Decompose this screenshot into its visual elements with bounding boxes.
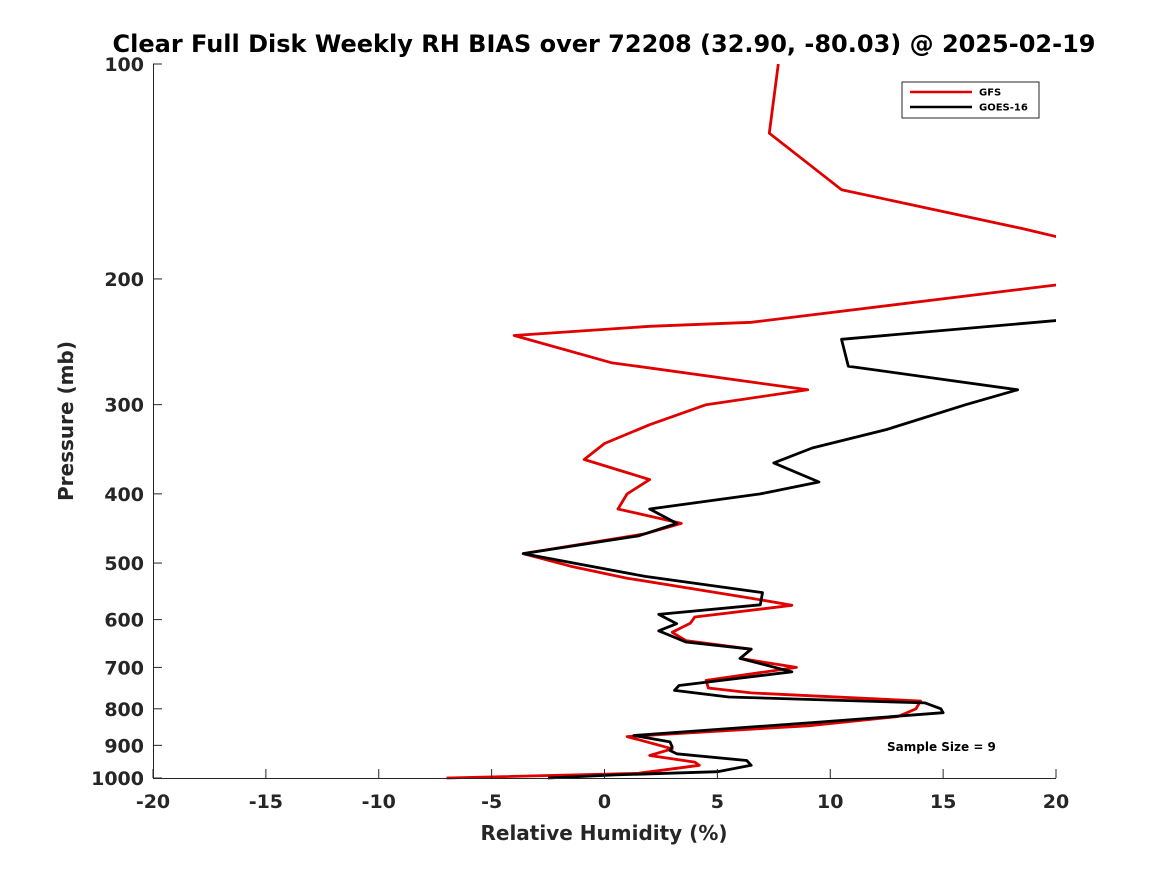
x-axis-ticks: -20 -15 -10 -5 0 5 10 15 20	[136, 769, 1069, 813]
x-tick-label: 10	[817, 791, 843, 813]
legend: GFS GOES-16	[901, 81, 1040, 119]
chart-title: Clear Full Disk Weekly RH BIAS over 7220…	[113, 30, 1096, 58]
y-tick-label: 700	[104, 657, 144, 679]
y-tick-label: 500	[104, 553, 144, 575]
x-axis-label: Relative Humidity (%)	[480, 821, 727, 845]
y-tick-label: 900	[104, 735, 144, 757]
legend-box	[901, 81, 1040, 119]
legend-label-goes16: GOES-16	[979, 103, 1028, 114]
y-tick-label: 600	[104, 610, 144, 632]
y-tick-label: 400	[104, 484, 144, 506]
y-tick-label: 200	[104, 269, 144, 291]
y-axis-ticks: 100 200 300 400 500 600 700 800 900 1000	[91, 54, 162, 790]
x-tick-label: 5	[711, 791, 724, 813]
y-axis-label: Pressure (mb)	[54, 341, 78, 501]
y-tick-label: 800	[104, 699, 144, 721]
axes	[153, 64, 1056, 779]
x-tick-label: 20	[1043, 791, 1069, 813]
x-tick-label: 15	[930, 791, 956, 813]
x-tick-label: -10	[362, 791, 396, 813]
plot-area	[446, 63, 1056, 780]
y-tick-label: 1000	[91, 768, 144, 790]
x-tick-label: 0	[598, 791, 611, 813]
x-tick-label: -5	[481, 791, 502, 813]
legend-label-gfs: GFS	[979, 88, 1001, 99]
x-tick-label: -15	[249, 791, 283, 813]
y-tick-label: 300	[104, 395, 144, 417]
series-line-goes16	[521, 319, 1056, 780]
sample-size-annotation: Sample Size = 9	[887, 740, 996, 754]
y-tick-label: 100	[104, 54, 144, 76]
series-line-gfs	[446, 63, 1056, 780]
x-tick-label: -20	[136, 791, 170, 813]
